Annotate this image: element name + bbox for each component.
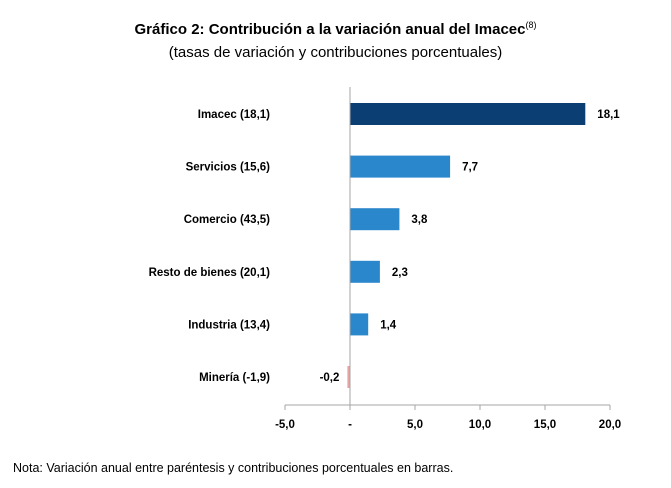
chart-title: Gráfico 2: Contribución a la variación a…	[0, 20, 671, 38]
x-axis: -5,0-5,0 10,0 15,0 20,0	[275, 87, 621, 431]
x-tick-label-0: -5,0	[275, 419, 295, 431]
bars-group	[347, 103, 586, 388]
bar-3	[350, 260, 380, 283]
bar-4	[350, 313, 369, 336]
data-label-2: 3,8	[411, 214, 428, 226]
x-tick-label-1: -	[348, 419, 352, 431]
bar-2	[350, 208, 400, 231]
x-tick-label-2: 5,0	[407, 419, 423, 431]
chart-title-footnote-ref: (8)	[525, 20, 537, 30]
bar-1	[350, 155, 451, 178]
category-labels: Imacec (18,1) Servicios (15,6) Comercio (4…	[149, 109, 271, 384]
data-labels: 18,1 7,7 3,8 2,3 1,4 -0,2	[320, 109, 621, 384]
data-label-1: 7,7	[462, 162, 478, 174]
bar-chart: Imacec (18,1) Servicios (15,6) Comercio (4…	[149, 87, 621, 431]
data-label-5: -0,2	[320, 372, 340, 384]
x-tick-label-4: 15,0	[534, 419, 556, 431]
chart-title-text: Gráfico 2: Contribución a la variación a…	[134, 21, 526, 38]
category-label-0: Imacec (18,1)	[198, 109, 270, 121]
category-label-2: Comercio (43,5)	[184, 214, 270, 226]
data-label-4: 1,4	[380, 319, 397, 331]
category-label-1: Servicios (15,6)	[186, 162, 271, 174]
chart-subtitle: (tasas de variación y contribuciones por…	[168, 44, 503, 61]
category-label-5: Minería (-1,9)	[199, 372, 270, 384]
data-label-0: 18,1	[597, 109, 620, 121]
bar-0	[350, 103, 586, 125]
chart-note: Nota: Variación anual entre paréntesis y…	[13, 461, 454, 475]
x-tick-label-5: 20,0	[599, 419, 621, 431]
data-label-3: 2,3	[392, 267, 408, 279]
x-tick-label-3: 10,0	[469, 419, 491, 431]
category-label-4: Industria (13,4)	[188, 319, 270, 331]
category-label-3: Resto de bienes (20,1)	[149, 267, 271, 279]
bar-5	[347, 366, 350, 388]
